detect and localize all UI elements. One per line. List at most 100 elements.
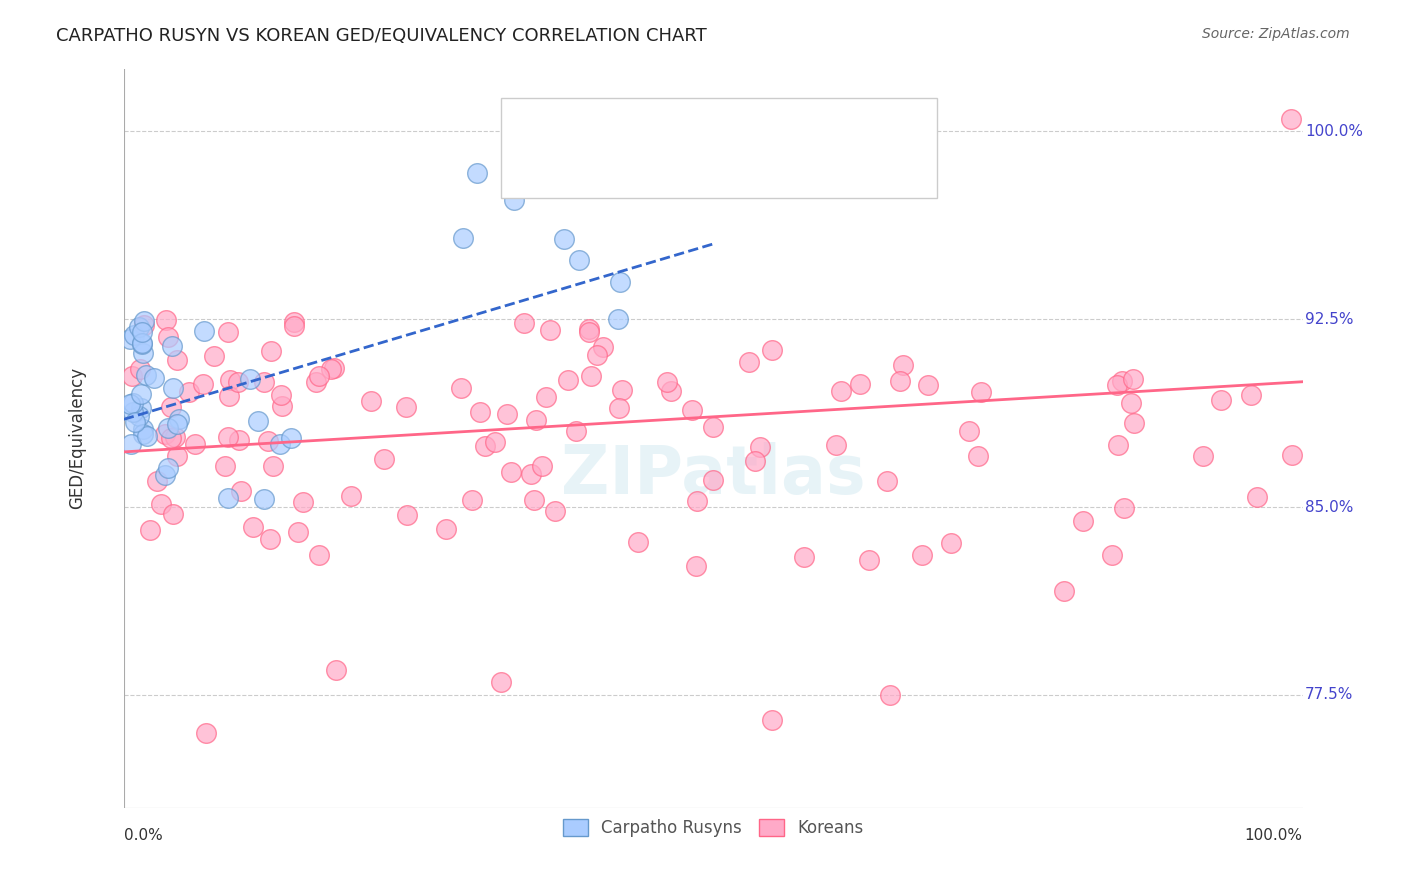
Koreans <box>686 493 709 508</box>
Koreans <box>468 404 491 418</box>
Koreans <box>260 343 283 358</box>
Carpatho Rusyns <box>503 193 526 207</box>
Koreans <box>153 426 176 441</box>
Carpatho Rusyns <box>609 276 631 290</box>
Carpatho Rusyns <box>280 431 302 445</box>
Carpatho Rusyns <box>132 346 155 360</box>
Koreans <box>520 467 543 482</box>
Carpatho Rusyns <box>118 397 141 411</box>
Carpatho Rusyns <box>217 491 239 506</box>
Koreans <box>474 439 496 453</box>
Carpatho Rusyns <box>553 232 575 246</box>
Koreans <box>966 449 988 463</box>
Koreans <box>578 322 600 336</box>
Koreans <box>434 522 457 536</box>
Carpatho Rusyns <box>131 336 153 351</box>
Koreans <box>149 497 172 511</box>
Koreans <box>749 441 772 455</box>
Carpatho Rusyns <box>568 252 591 267</box>
Koreans <box>685 558 707 573</box>
Koreans <box>793 549 815 564</box>
Koreans <box>1192 450 1215 464</box>
Koreans <box>891 358 914 372</box>
Koreans <box>270 388 292 402</box>
Carpatho Rusyns <box>129 387 152 401</box>
Koreans <box>253 375 276 389</box>
Koreans <box>262 459 284 474</box>
Koreans <box>218 389 240 403</box>
Koreans <box>183 437 205 451</box>
Koreans <box>1122 372 1144 386</box>
Koreans <box>202 349 225 363</box>
Koreans <box>496 407 519 421</box>
Koreans <box>655 376 678 390</box>
Koreans <box>271 399 294 413</box>
Carpatho Rusyns <box>252 491 274 506</box>
Koreans <box>879 688 901 702</box>
Koreans <box>534 390 557 404</box>
Koreans <box>179 384 201 399</box>
Koreans <box>287 524 309 539</box>
Koreans <box>702 420 724 434</box>
Koreans <box>323 361 346 376</box>
Koreans <box>1053 584 1076 599</box>
Carpatho Rusyns <box>122 405 145 419</box>
FancyBboxPatch shape <box>501 98 938 198</box>
Koreans <box>876 474 898 488</box>
Koreans <box>849 376 872 391</box>
Koreans <box>195 725 218 739</box>
Koreans <box>612 383 634 397</box>
Koreans <box>395 400 418 414</box>
Koreans <box>524 412 547 426</box>
Carpatho Rusyns <box>153 468 176 483</box>
Koreans <box>325 663 347 677</box>
Koreans <box>544 503 567 517</box>
Koreans <box>1071 514 1094 528</box>
Koreans <box>484 435 506 450</box>
Legend: Carpatho Rusyns, Koreans: Carpatho Rusyns, Koreans <box>557 813 870 844</box>
Text: 100.0%: 100.0% <box>1305 124 1362 138</box>
Koreans <box>1209 392 1232 407</box>
Koreans <box>957 425 980 439</box>
Koreans <box>156 330 179 344</box>
Koreans <box>761 343 783 358</box>
Carpatho Rusyns <box>247 414 270 428</box>
Koreans <box>1114 501 1136 516</box>
Carpatho Rusyns <box>131 326 153 340</box>
Koreans <box>970 385 993 400</box>
Koreans <box>1107 438 1129 452</box>
Koreans <box>607 401 630 416</box>
Koreans <box>738 354 761 368</box>
Text: ZIPatlas: ZIPatlas <box>561 442 866 508</box>
Text: 85.0%: 85.0% <box>1305 500 1354 515</box>
Carpatho Rusyns <box>239 372 262 386</box>
Carpatho Rusyns <box>132 427 155 442</box>
Carpatho Rusyns <box>465 166 488 180</box>
Text: CARPATHO RUSYN VS KOREAN GED/EQUIVALENCY CORRELATION CHART: CARPATHO RUSYN VS KOREAN GED/EQUIVALENCY… <box>56 27 707 45</box>
Koreans <box>578 325 600 339</box>
Koreans <box>585 348 607 362</box>
Koreans <box>581 369 603 384</box>
Koreans <box>166 450 188 464</box>
Koreans <box>531 458 554 473</box>
Koreans <box>830 384 852 398</box>
Koreans <box>229 484 252 499</box>
Koreans <box>659 384 682 398</box>
Koreans <box>627 534 650 549</box>
Koreans <box>166 353 188 368</box>
Koreans <box>523 493 546 508</box>
Carpatho Rusyns <box>162 381 184 395</box>
Koreans <box>592 340 614 354</box>
Koreans <box>193 377 215 392</box>
Koreans <box>242 519 264 533</box>
Koreans <box>217 325 239 339</box>
Carpatho Rusyns <box>132 422 155 436</box>
Koreans <box>214 458 236 473</box>
Koreans <box>939 536 962 550</box>
Koreans <box>1240 388 1263 402</box>
Koreans <box>259 532 281 546</box>
Koreans <box>1279 112 1302 126</box>
Koreans <box>129 362 152 376</box>
Koreans <box>565 424 588 438</box>
Koreans <box>681 402 703 417</box>
